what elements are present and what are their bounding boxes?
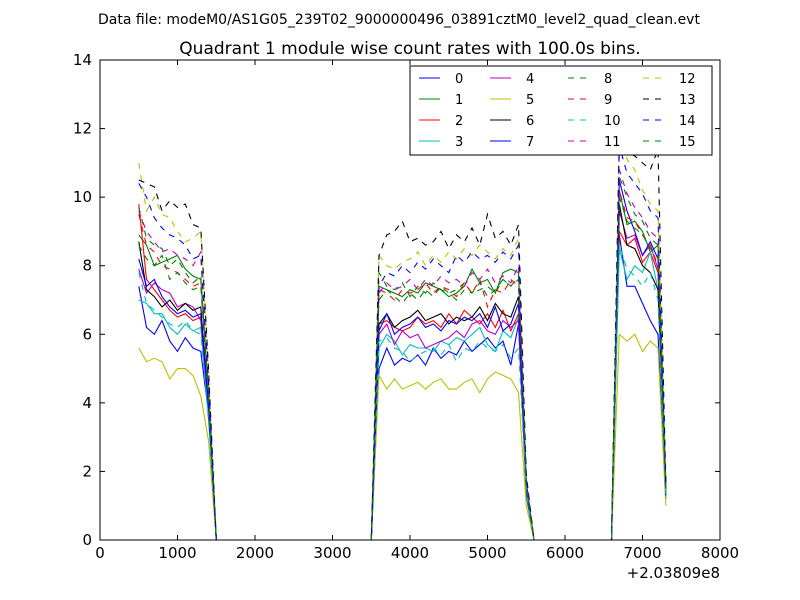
y-tick-label: 4 [82, 394, 92, 412]
series-13 [138, 140, 667, 540]
series-line-15 [138, 196, 667, 540]
legend-label: 9 [604, 93, 612, 108]
y-tick-label: 8 [82, 257, 92, 275]
legend-item-7: 7 [490, 135, 534, 150]
x-tick-label: 1000 [158, 544, 196, 562]
legend-label: 4 [526, 72, 534, 87]
x-tick-label: 8000 [701, 544, 739, 562]
legend-label: 8 [604, 72, 612, 87]
x-tick-label: 6000 [546, 544, 584, 562]
legend-item-12: 12 [643, 72, 696, 87]
x-tick-label: 5000 [468, 544, 506, 562]
y-tick-label: 12 [73, 120, 92, 138]
series-12 [138, 128, 667, 540]
series-8 [138, 176, 667, 540]
x-tick-label: 7000 [623, 544, 661, 562]
x-offset-label: +2.03809e8 [627, 564, 720, 582]
legend-item-4: 4 [490, 72, 534, 87]
y-tick-label: 2 [82, 462, 92, 480]
series-15 [138, 196, 667, 540]
legend-label: 2 [455, 114, 463, 129]
legend-item-5: 5 [490, 93, 534, 108]
y-tick-label: 0 [82, 531, 92, 549]
legend-item-15: 15 [643, 135, 696, 150]
x-tick-label: 2000 [236, 544, 274, 562]
y-tick-label: 6 [82, 325, 92, 343]
legend-label: 15 [679, 135, 696, 150]
legend-label: 1 [455, 93, 463, 108]
y-tick-label: 10 [73, 188, 92, 206]
y-tick-label: 14 [73, 51, 92, 69]
legend-label: 13 [679, 93, 696, 108]
legend-item-8: 8 [568, 72, 612, 87]
axis-layer: 0 1000 2000 3000 4000 5000 6000 7000 80000246810… [73, 51, 739, 562]
legend-item-9: 9 [568, 93, 612, 108]
x-tick-label: 0 [95, 544, 105, 562]
chart-title: Quadrant 1 module wise count rates with … [179, 39, 640, 59]
suptitle: Data file: modeM0/AS1G05_239T02_90000004… [98, 12, 700, 28]
series-5 [138, 333, 667, 540]
x-tick-label: 3000 [313, 544, 351, 562]
legend-item-3: 3 [419, 135, 463, 150]
legend-item-6: 6 [490, 114, 534, 129]
legend-item-2: 2 [419, 114, 463, 129]
series-line-8 [138, 176, 667, 540]
legend-label: 6 [526, 114, 534, 129]
legend-item-14: 14 [643, 114, 696, 129]
legend-item-10: 10 [568, 114, 621, 129]
legend-label: 7 [526, 135, 534, 150]
legend-item-11: 11 [568, 135, 621, 150]
series-line-13 [138, 140, 667, 540]
series-line-12 [138, 128, 667, 540]
legend-label: 3 [455, 135, 463, 150]
legend-label: 0 [455, 72, 463, 87]
legend-item-0: 0 [419, 72, 463, 87]
legend-label: 5 [526, 93, 534, 108]
legend-label: 14 [679, 114, 696, 129]
legend-frame [409, 65, 713, 156]
legend-item-13: 13 [643, 93, 696, 108]
series-line-5 [138, 333, 667, 540]
legend-label: 11 [604, 135, 621, 150]
legend-label: 10 [604, 114, 621, 129]
series-layer [138, 128, 667, 540]
x-tick-label: 4000 [391, 544, 429, 562]
legend-item-1: 1 [419, 93, 463, 108]
legend-label: 12 [679, 72, 696, 87]
